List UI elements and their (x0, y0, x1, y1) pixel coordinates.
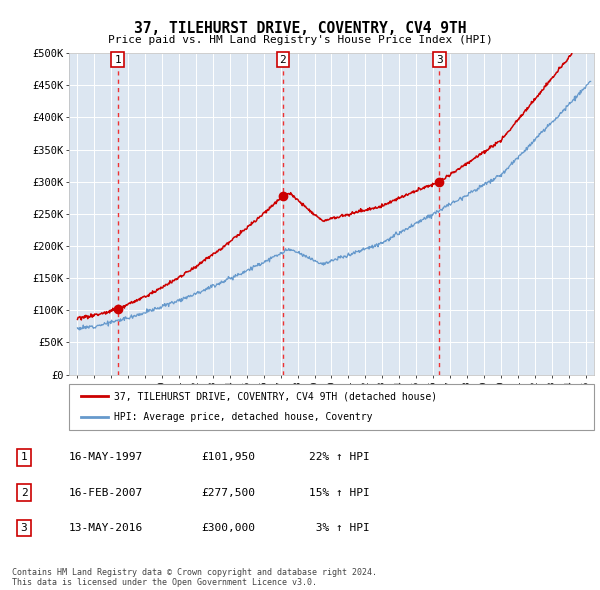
Text: 13-MAY-2016: 13-MAY-2016 (69, 523, 143, 533)
Text: 37, TILEHURST DRIVE, COVENTRY, CV4 9TH (detached house): 37, TILEHURST DRIVE, COVENTRY, CV4 9TH (… (114, 391, 437, 401)
Text: HPI: Average price, detached house, Coventry: HPI: Average price, detached house, Cove… (114, 412, 373, 422)
Text: 3% ↑ HPI: 3% ↑ HPI (309, 523, 370, 533)
Text: £300,000: £300,000 (201, 523, 255, 533)
Text: £277,500: £277,500 (201, 488, 255, 497)
Text: 3: 3 (20, 523, 28, 533)
Text: 22% ↑ HPI: 22% ↑ HPI (309, 453, 370, 462)
Text: Contains HM Land Registry data © Crown copyright and database right 2024.
This d: Contains HM Land Registry data © Crown c… (12, 568, 377, 587)
Text: 37, TILEHURST DRIVE, COVENTRY, CV4 9TH: 37, TILEHURST DRIVE, COVENTRY, CV4 9TH (134, 21, 466, 35)
Text: 2: 2 (20, 488, 28, 497)
Text: 16-FEB-2007: 16-FEB-2007 (69, 488, 143, 497)
Text: Price paid vs. HM Land Registry's House Price Index (HPI): Price paid vs. HM Land Registry's House … (107, 35, 493, 45)
Text: 16-MAY-1997: 16-MAY-1997 (69, 453, 143, 462)
Text: 1: 1 (20, 453, 28, 462)
Text: 15% ↑ HPI: 15% ↑ HPI (309, 488, 370, 497)
Text: 2: 2 (280, 54, 286, 64)
Text: £101,950: £101,950 (201, 453, 255, 462)
Text: 1: 1 (114, 54, 121, 64)
Text: 3: 3 (436, 54, 443, 64)
